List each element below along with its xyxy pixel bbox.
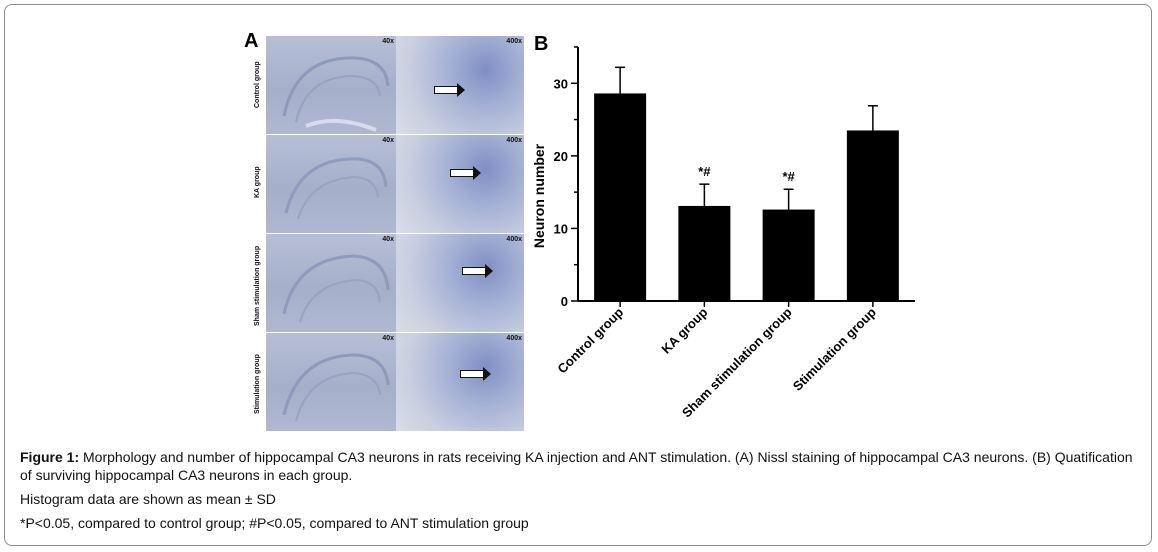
hippocampus-lowmag-illustration [282, 353, 390, 422]
micrograph-row-stimulation: 40x 400x [266, 333, 524, 431]
hippocampus-lowmag-illustration [282, 56, 390, 132]
low-mag-image: 40x [266, 333, 396, 431]
high-mag-image: 400x [396, 234, 524, 332]
micrograph-row-control: 40x 400x [266, 36, 524, 134]
x-tick-label: Control group [554, 304, 626, 376]
arrow-icon [462, 264, 493, 278]
mag-label-high: 400x [506, 335, 522, 342]
low-mag-image: 40x [266, 135, 396, 233]
high-mag-image: 400x [396, 135, 524, 233]
arrow-icon [434, 83, 465, 97]
figure-label: Figure 1: [20, 449, 80, 465]
hippocampus-lowmag-illustration [282, 254, 390, 323]
mag-label-high: 400x [506, 236, 522, 243]
mag-label-high: 400x [506, 137, 522, 144]
y-tick-label: 10 [554, 221, 568, 236]
high-mag-image: 400x [396, 333, 524, 431]
figure-caption: Figure 1: Morphology and number of hippo… [20, 448, 1145, 484]
bar [846, 130, 899, 301]
panel-b-letter: B [534, 33, 548, 55]
low-mag-image: 40x [266, 234, 396, 332]
micrograph-row-ka: 40x 400x [266, 135, 524, 233]
micrograph-row-sham: 40x 400x [266, 234, 524, 332]
arrow-icon [460, 367, 491, 381]
significance-annotation: *# [698, 164, 711, 179]
y-axis-label: Neuron number [531, 143, 547, 248]
caption-text: Morphology and number of hippocampal CA3… [20, 449, 1133, 483]
high-mag-image: 400x [396, 36, 524, 134]
mag-label-low: 40x [382, 236, 394, 243]
mag-label-low: 40x [382, 335, 394, 342]
x-tick-label: Stimulation group [790, 304, 879, 393]
significance-annotation: *# [782, 169, 795, 184]
bar [678, 205, 731, 301]
caption-note-significance: *P<0.05, compared to control group; #P<0… [20, 515, 529, 531]
caption-note-sd: Histogram data are shown as mean ± SD [20, 491, 276, 507]
y-tick-label: 30 [554, 76, 568, 91]
figure-frame [4, 4, 1152, 546]
panel-a-letter: A [244, 30, 259, 52]
hippocampus-lowmag-illustration [284, 157, 388, 220]
panel-a: A 40x 400x 40x 400x [244, 30, 526, 432]
bar [594, 93, 647, 302]
bar [762, 209, 815, 301]
y-tick-label: 0 [561, 294, 568, 309]
arrow-icon [450, 166, 481, 180]
low-mag-image: 40x [266, 36, 396, 134]
mag-label-low: 40x [382, 38, 394, 45]
x-tick-label: KA group [658, 304, 710, 356]
y-tick-label: 20 [554, 149, 568, 164]
mag-label-low: 40x [382, 137, 394, 144]
bar-chart: B Neuron number 0 10 20 30 Control group *# KA… [531, 33, 915, 420]
mag-label-high: 400x [506, 38, 522, 45]
